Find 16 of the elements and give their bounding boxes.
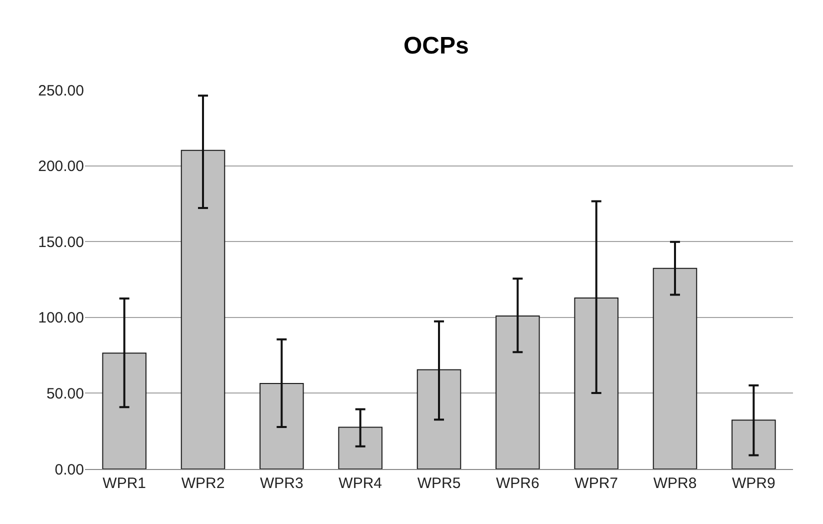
- y-tick-label: 0.00: [54, 461, 84, 478]
- x-tick-label: WPR1: [102, 475, 146, 492]
- x-tick-label: WPR3: [260, 475, 304, 492]
- y-tick-label: 250.00: [38, 82, 84, 100]
- y-tick-label: 50.00: [46, 385, 84, 402]
- x-tick-label: WPR6: [496, 475, 540, 492]
- x-tick-label: WPR7: [574, 475, 618, 492]
- y-tick-label: 150.00: [38, 234, 84, 251]
- y-tick-label: 200.00: [38, 158, 84, 176]
- x-tick-label: WPR2: [181, 475, 225, 492]
- chart-title: OCPs: [404, 32, 469, 60]
- x-tick-label: WPR4: [338, 475, 382, 492]
- x-tick-label: WPR8: [653, 475, 697, 492]
- y-tick-label: 100.00: [38, 310, 84, 327]
- x-tick-label: WPR5: [417, 475, 461, 492]
- x-tick-label: WPR9: [732, 475, 776, 492]
